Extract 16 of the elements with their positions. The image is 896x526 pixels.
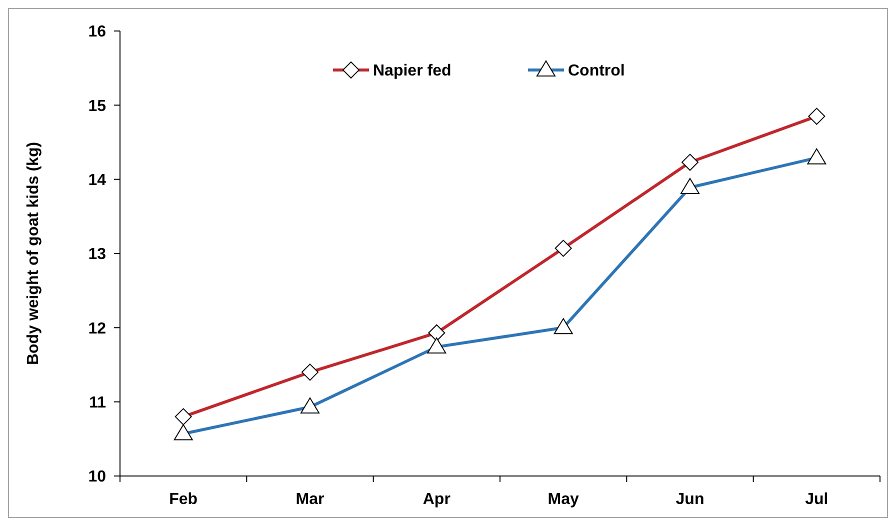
y-tick-label: 15 <box>88 98 106 115</box>
y-tick-label: 13 <box>88 246 106 264</box>
x-tick-label: Feb <box>169 491 198 508</box>
legend-label: Control <box>568 62 625 80</box>
y-tick-label: 11 <box>89 394 106 412</box>
x-tick-label: Jul <box>805 491 828 508</box>
x-tick-label: Apr <box>422 491 450 508</box>
y-axis-title: Body weight of goat kids (kg) <box>25 142 42 366</box>
legend-label: Napier fed <box>373 62 452 80</box>
x-tick-label: May <box>548 491 579 508</box>
y-tick-label: 10 <box>88 468 106 486</box>
x-tick-label: Mar <box>296 491 324 508</box>
y-tick-label: 16 <box>88 24 106 41</box>
y-tick-label: 14 <box>88 172 106 189</box>
y-tick-label: 12 <box>88 320 106 338</box>
x-tick-label: Jun <box>676 491 704 508</box>
